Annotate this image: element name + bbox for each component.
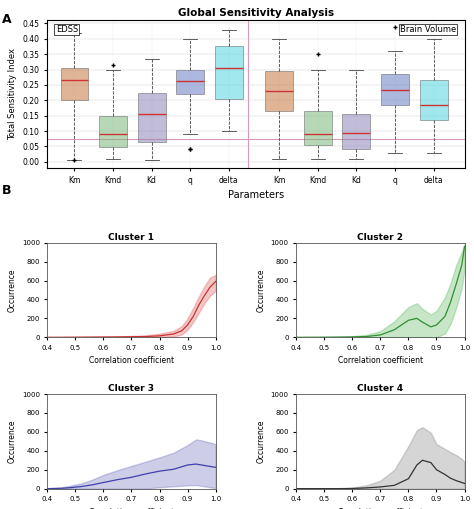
Text: EDSS: EDSS [56, 25, 78, 34]
PathPatch shape [265, 71, 293, 111]
X-axis label: Correlation coefficient: Correlation coefficient [89, 508, 174, 509]
PathPatch shape [215, 46, 243, 99]
PathPatch shape [176, 70, 204, 94]
Title: Cluster 4: Cluster 4 [357, 384, 403, 393]
PathPatch shape [419, 80, 447, 120]
X-axis label: Correlation coefficient: Correlation coefficient [89, 356, 174, 365]
X-axis label: Correlation coefficient: Correlation coefficient [338, 508, 423, 509]
PathPatch shape [138, 93, 165, 142]
PathPatch shape [99, 116, 127, 147]
Title: Cluster 1: Cluster 1 [109, 233, 155, 242]
Text: Brain Volume: Brain Volume [400, 25, 456, 34]
PathPatch shape [381, 74, 409, 105]
Y-axis label: Occurrence: Occurrence [256, 268, 265, 312]
X-axis label: Correlation coefficient: Correlation coefficient [338, 356, 423, 365]
Title: Cluster 2: Cluster 2 [357, 233, 403, 242]
PathPatch shape [61, 68, 88, 100]
Y-axis label: Occurrence: Occurrence [7, 419, 16, 463]
Text: A: A [2, 13, 12, 26]
PathPatch shape [304, 111, 332, 145]
Text: B: B [2, 184, 12, 197]
Title: Cluster 3: Cluster 3 [109, 384, 155, 393]
Y-axis label: Occurrence: Occurrence [256, 419, 265, 463]
Title: Global Sensitivity Analysis: Global Sensitivity Analysis [178, 8, 334, 18]
PathPatch shape [343, 114, 370, 150]
Y-axis label: Occurrence: Occurrence [7, 268, 16, 312]
X-axis label: Parameters: Parameters [228, 190, 284, 200]
Y-axis label: Total Sensitivity Index: Total Sensitivity Index [8, 48, 17, 140]
